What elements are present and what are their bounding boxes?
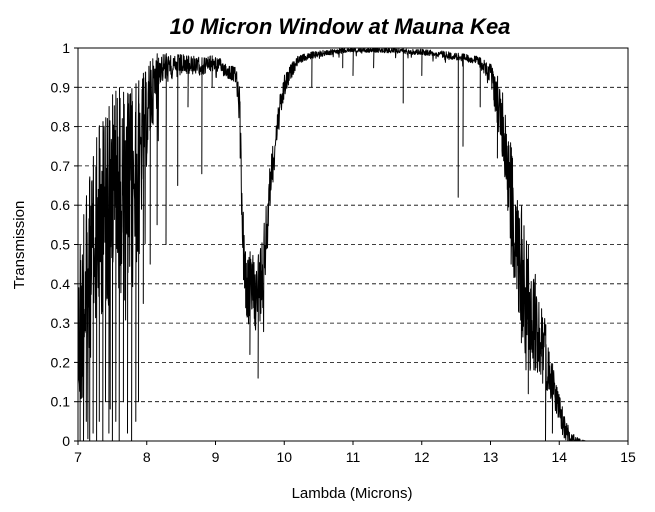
y-tick-label: 0.3 (51, 315, 71, 331)
x-tick-label: 10 (276, 449, 292, 465)
y-axis-label: Transmission (11, 201, 28, 290)
y-tick-label: 0.9 (51, 79, 71, 95)
x-axis-label: Lambda (Microns) (292, 485, 413, 502)
x-tick-label: 12 (414, 449, 430, 465)
x-tick-label: 7 (74, 449, 82, 465)
x-tick-label: 11 (346, 449, 361, 465)
y-tick-label: 0.8 (51, 119, 71, 135)
y-tick-label: 0.5 (51, 237, 71, 253)
y-tick-label: 0 (62, 433, 70, 449)
chart-title: 10 Micron Window at Mauna Kea (170, 14, 511, 39)
x-axis: 7 8 9 10 11 12 13 14 15 (74, 441, 636, 465)
x-tick-label: 14 (551, 449, 567, 465)
y-tick-label: 0.1 (51, 394, 71, 410)
x-tick-label: 9 (212, 449, 220, 465)
y-tick-label: 0.6 (51, 197, 71, 213)
grid (78, 86, 628, 403)
x-tick-label: 13 (483, 449, 499, 465)
x-tick-label: 15 (620, 449, 636, 465)
transmission-line (77, 47, 591, 442)
y-tick-label: 0.7 (51, 158, 71, 174)
y-axis: 0 0.1 0.2 0.3 0.4 0.5 0.6 0.7 0.8 0.9 1 (51, 40, 78, 449)
y-tick-label: 0.4 (51, 276, 71, 292)
x-tick-label: 8 (143, 449, 151, 465)
y-tick-label: 1 (62, 40, 70, 56)
y-tick-label: 0.2 (51, 354, 71, 370)
